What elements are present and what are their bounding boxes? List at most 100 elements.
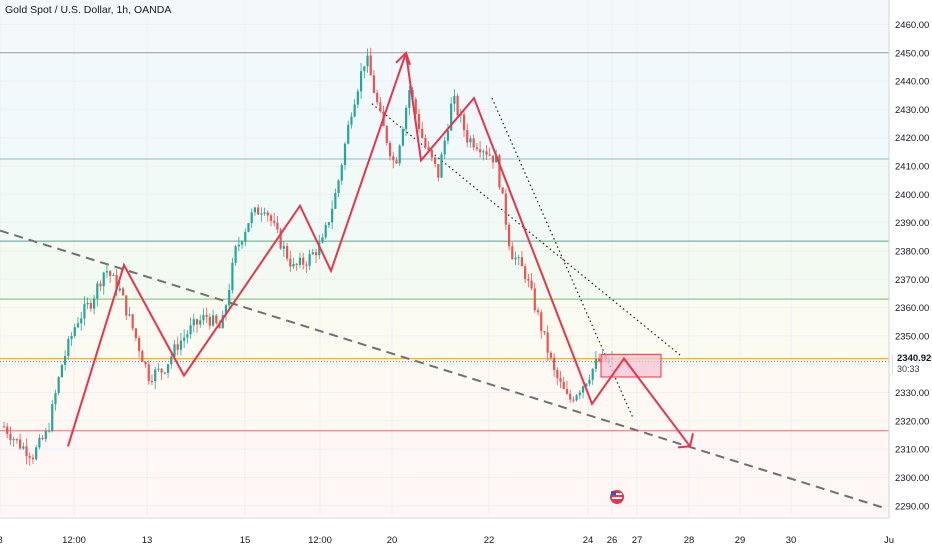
x-tick-label: 15 bbox=[240, 535, 251, 546]
candle-body bbox=[498, 155, 501, 188]
candle-body bbox=[443, 140, 446, 155]
trend-lines bbox=[0, 97, 883, 509]
candle-body bbox=[157, 368, 160, 370]
candle-body bbox=[60, 364, 64, 378]
y-tick-label: 2300.00 bbox=[895, 473, 929, 484]
candle-body bbox=[331, 208, 334, 223]
candle-body bbox=[308, 254, 311, 266]
candle-body bbox=[501, 187, 504, 194]
candle-body bbox=[453, 95, 456, 104]
x-tick-label: 26 bbox=[607, 535, 618, 546]
last-price-tag: 2340.920 30:33 bbox=[892, 354, 932, 374]
candle-body bbox=[28, 456, 31, 458]
candle-body bbox=[588, 379, 591, 384]
candle-body bbox=[433, 157, 437, 164]
candle-body bbox=[292, 263, 295, 267]
time-axis bbox=[0, 518, 932, 538]
candle-body bbox=[147, 364, 150, 382]
candle-body bbox=[482, 151, 485, 153]
candle-body bbox=[121, 288, 125, 296]
candle-body bbox=[237, 244, 240, 247]
y-tick-label: 2360.00 bbox=[895, 303, 929, 314]
countdown: 30:33 bbox=[897, 364, 920, 374]
candle-body bbox=[388, 142, 392, 157]
candle-body bbox=[112, 274, 115, 276]
candle-body bbox=[524, 266, 527, 279]
candle-body bbox=[517, 257, 520, 259]
candle-body bbox=[269, 215, 273, 221]
candle-body bbox=[437, 163, 440, 178]
candle-body bbox=[141, 351, 144, 362]
y-tick-label: 2430.00 bbox=[895, 105, 929, 116]
candle-body bbox=[76, 323, 80, 328]
x-tick-label: 22 bbox=[484, 535, 495, 546]
candle-body bbox=[64, 356, 67, 365]
candle-body bbox=[372, 75, 376, 93]
x-tick-label: 24 bbox=[583, 535, 594, 546]
candle-body bbox=[392, 156, 395, 161]
y-tick-label: 2370.00 bbox=[895, 275, 929, 286]
candle-body bbox=[462, 114, 466, 131]
candle-body bbox=[395, 160, 398, 164]
candle-body bbox=[31, 457, 35, 460]
candle-body bbox=[215, 315, 218, 324]
candle-body bbox=[398, 145, 401, 164]
candle-body bbox=[479, 149, 482, 153]
x-tick-label: 30 bbox=[786, 535, 797, 546]
candle-body bbox=[337, 180, 340, 194]
candle-body bbox=[18, 439, 22, 449]
candle-body bbox=[417, 114, 421, 129]
candle-body bbox=[131, 314, 134, 329]
candle-body bbox=[543, 330, 546, 333]
candle-body bbox=[54, 392, 57, 405]
candle-body bbox=[569, 393, 572, 400]
candlesticks bbox=[2, 47, 614, 466]
candle-body bbox=[279, 229, 282, 249]
y-tick-label: 2400.00 bbox=[895, 190, 929, 201]
y-tick-label: 2290.00 bbox=[895, 501, 929, 512]
candle-body bbox=[536, 310, 540, 313]
candle-body bbox=[353, 104, 356, 117]
candle-body bbox=[22, 446, 25, 449]
candle-body bbox=[527, 278, 530, 281]
candle-body bbox=[495, 155, 498, 163]
candle-body bbox=[334, 193, 337, 209]
candle-body bbox=[208, 316, 211, 326]
candle-body bbox=[144, 361, 147, 365]
candle-body bbox=[549, 352, 552, 358]
candle-body bbox=[414, 99, 417, 115]
dotted-trendline bbox=[371, 103, 682, 357]
candle-body bbox=[70, 335, 73, 339]
candle-body bbox=[485, 151, 488, 155]
candle-body bbox=[138, 337, 141, 352]
candle-body bbox=[285, 245, 289, 259]
x-tick-label: 8 bbox=[0, 535, 3, 546]
candle-body bbox=[491, 155, 495, 163]
candle-body bbox=[456, 95, 459, 116]
candle-body bbox=[247, 223, 250, 232]
candle-body bbox=[427, 146, 430, 150]
candle-body bbox=[302, 257, 305, 265]
candle-body bbox=[266, 212, 269, 216]
candle-body bbox=[195, 319, 199, 325]
candle-body bbox=[379, 102, 382, 112]
candle-body bbox=[298, 257, 302, 265]
candle-body bbox=[327, 222, 331, 226]
candle-body bbox=[73, 327, 76, 336]
candle-body bbox=[263, 212, 266, 214]
candle-body bbox=[282, 245, 285, 249]
candle-body bbox=[202, 315, 205, 321]
flag-icon-canton bbox=[611, 491, 616, 495]
candle-body bbox=[25, 446, 28, 457]
candle-body bbox=[421, 128, 424, 138]
candle-body bbox=[424, 137, 427, 147]
x-tick-label: 20 bbox=[387, 535, 398, 546]
y-tick-label: 2420.00 bbox=[895, 133, 929, 144]
price-axis bbox=[889, 0, 932, 550]
y-tick-label: 2310.00 bbox=[895, 445, 929, 456]
candle-body bbox=[221, 314, 224, 329]
candle-body bbox=[115, 274, 118, 291]
level-band bbox=[0, 430, 889, 516]
candle-body bbox=[350, 116, 353, 125]
